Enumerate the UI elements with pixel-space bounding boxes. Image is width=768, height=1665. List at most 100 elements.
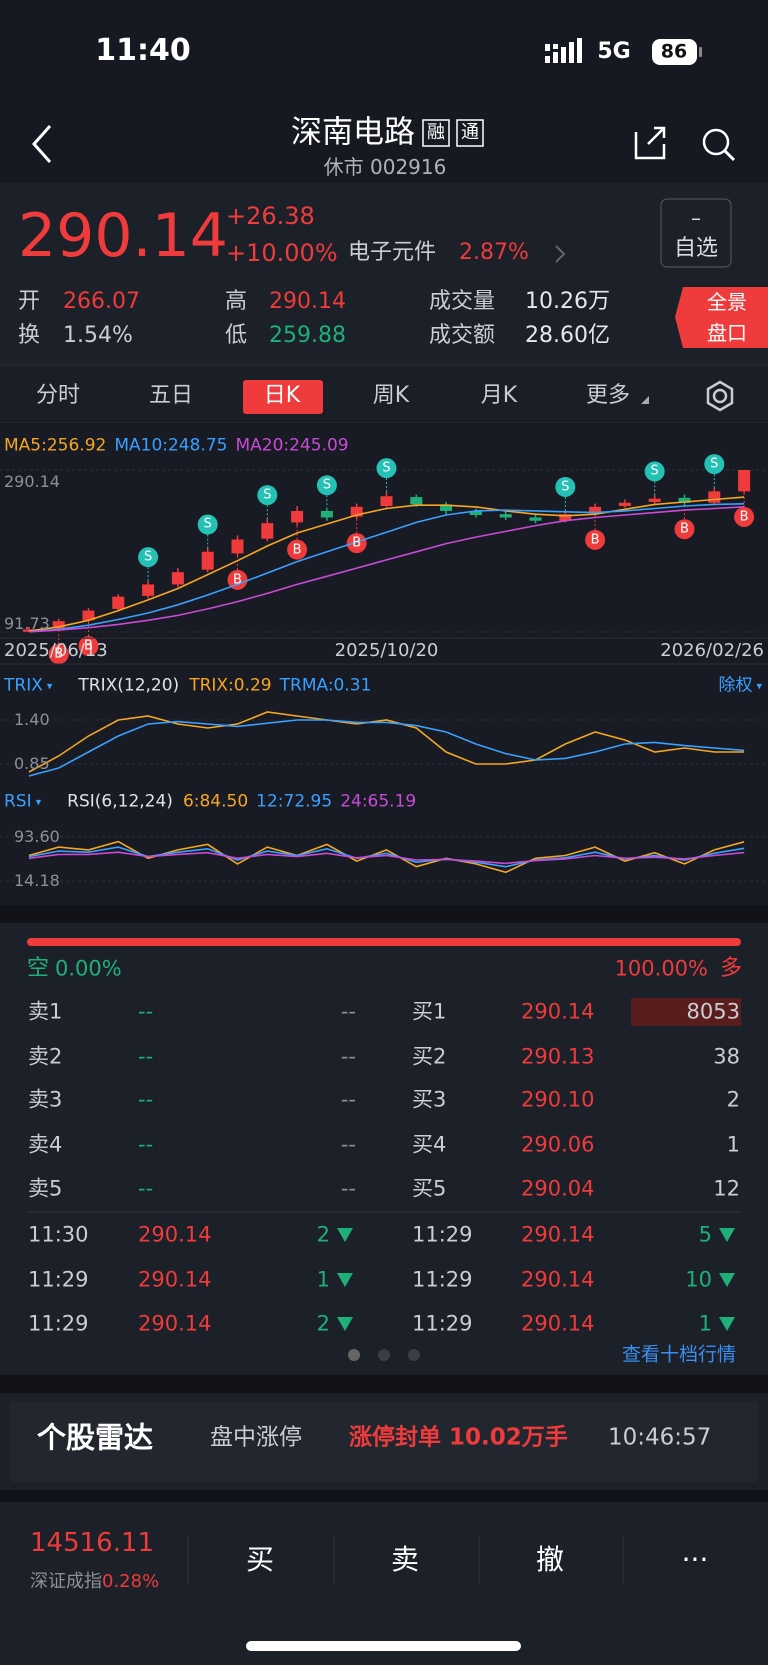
action-button[interactable]: ···	[681, 1543, 709, 1576]
signal-label: B	[590, 532, 600, 548]
action-button[interactable]: 卖	[390, 1543, 420, 1576]
more-link[interactable]: 查看十档行情	[621, 1343, 736, 1366]
tab[interactable]: 分时	[35, 383, 81, 408]
change: +26.38	[226, 202, 315, 230]
tab[interactable]: 五日	[148, 383, 194, 408]
y-tick-label: 0.85	[14, 754, 50, 773]
indicator-params: RSI(6,12,24)	[67, 791, 173, 812]
bid-level: 买4	[412, 1132, 447, 1157]
panorama-label[interactable]: 全景	[707, 290, 747, 314]
legend-entry: 6:84.50	[182, 791, 249, 812]
signal-badge	[644, 461, 665, 482]
down-triangle	[719, 1273, 735, 1287]
legend-entry: 24:65.19	[340, 791, 417, 812]
y-tick-label: 14.18	[14, 871, 60, 891]
label: ▾	[46, 679, 53, 693]
gap	[0, 1375, 768, 1393]
ask-level: 卖2	[28, 1044, 63, 1069]
tabs-bg	[0, 365, 768, 423]
candle-body	[231, 539, 244, 554]
candle-body	[410, 497, 423, 505]
back-button[interactable]	[31, 125, 52, 163]
trade-time: 11:29	[412, 1267, 473, 1292]
index-value: 14516.11	[30, 1528, 155, 1558]
signal-label: S	[382, 460, 391, 476]
button-separators	[187, 1535, 624, 1585]
trade-volume: 5	[698, 1222, 712, 1247]
action-button[interactable]: 买	[245, 1543, 275, 1576]
signal-badge	[138, 547, 159, 568]
radar-title: 个股雷达	[37, 1420, 154, 1455]
signal-label: S	[322, 477, 332, 493]
signal-label: S	[650, 463, 659, 479]
active-tab	[243, 380, 323, 414]
trade-time: 11:29	[28, 1267, 89, 1292]
ask-level: 卖1	[28, 999, 63, 1024]
search-button[interactable]	[702, 128, 736, 162]
y-tick-label: 93.60	[14, 826, 60, 846]
stat-label: 成交额	[429, 323, 496, 348]
subtitle: 休市 002916	[323, 155, 447, 179]
battery	[652, 39, 697, 65]
gap	[0, 1490, 768, 1502]
stat-value: 10.26万	[525, 289, 610, 314]
sector-pct: 2.87%	[459, 240, 529, 265]
bid-price: 290.04	[521, 1176, 595, 1201]
signal-label: S	[203, 516, 212, 532]
stat-value: 28.60亿	[525, 323, 610, 348]
price: 290.14	[18, 201, 228, 271]
legend-entry: TRMA:0.31	[279, 675, 372, 696]
stat-label: 低	[225, 323, 248, 348]
tab[interactable]: 周K	[372, 383, 410, 408]
bid-volume: 1	[726, 1132, 740, 1157]
trade-time: 11:30	[28, 1222, 89, 1247]
watch-button[interactable]	[660, 198, 732, 268]
x-tick-label: 2026/02/26	[660, 640, 764, 661]
tab[interactable]: 日K	[263, 383, 301, 408]
page-dot	[348, 1349, 360, 1361]
network: 5G	[597, 39, 631, 64]
ask-volume: --	[340, 1044, 356, 1069]
tab[interactable]: 更多	[585, 383, 631, 408]
trade-volume: 2	[316, 1222, 330, 1247]
signal-badge	[376, 458, 397, 479]
series-line	[28, 711, 745, 773]
more-arrow	[641, 396, 649, 404]
signal-label: B	[233, 572, 242, 588]
legend-entry: MA10:248.75	[114, 435, 228, 456]
indicator-legend: TRIX ▾ TRIX(12,20) TRIX:0.29 TRMA:0.31	[4, 675, 379, 696]
trade-price: 290.14	[138, 1267, 212, 1292]
watch-label[interactable]: 自选	[673, 236, 719, 261]
change-pct: +10.00%	[226, 239, 338, 267]
page-dot	[408, 1349, 420, 1361]
series-line	[28, 506, 745, 633]
action-button[interactable]: 撤	[535, 1543, 565, 1576]
ask-level: 卖3	[28, 1087, 63, 1112]
trade-volume: 1	[316, 1267, 330, 1292]
signal-label: B	[84, 638, 93, 654]
candle-body	[499, 514, 512, 518]
candle-body	[618, 502, 631, 507]
signal-badge	[197, 514, 218, 535]
top-bar-bg	[0, 0, 768, 183]
radar-time: 10:46:57	[608, 1424, 712, 1451]
share-button[interactable]	[634, 126, 666, 160]
panorama-label[interactable]: 盘口	[707, 321, 747, 345]
candle-body	[171, 572, 184, 585]
settings-button[interactable]	[706, 380, 734, 412]
indicator: RSI	[4, 791, 32, 812]
radar-event: 盘中涨停	[210, 1424, 302, 1451]
ask-price: --	[138, 1044, 154, 1069]
index-row: 深证成指 0.28%	[30, 1573, 159, 1591]
trade-price: 290.14	[521, 1311, 595, 1336]
candle-body	[261, 523, 274, 539]
series-line	[28, 496, 745, 632]
indicator: TRIX	[4, 675, 43, 696]
short-label: 空	[27, 956, 50, 981]
candle-body	[112, 596, 125, 609]
trade-price: 290.14	[138, 1311, 212, 1336]
tab[interactable]: 月K	[480, 383, 518, 408]
bid-level: 买2	[412, 1044, 447, 1069]
bid-price: 290.13	[521, 1044, 595, 1069]
panorama-button[interactable]	[675, 287, 768, 348]
